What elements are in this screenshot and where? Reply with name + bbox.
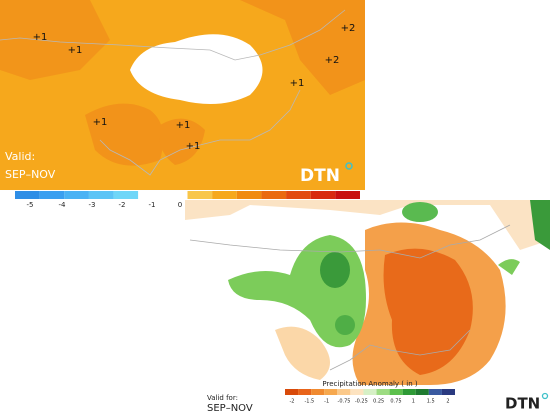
- anomaly-label: +1: [33, 32, 48, 43]
- warm-region: [240, 0, 365, 95]
- scale-label: -0.75: [338, 399, 351, 405]
- scale-title: Precipitation Anomaly ( in ): [322, 380, 417, 388]
- dry-region: [185, 200, 550, 250]
- temperature-map: Valid: SEP–NOV DTN: [0, 0, 365, 190]
- scale-label: -1: [149, 201, 156, 209]
- scale-label: -0.25: [355, 399, 368, 405]
- scale-label: -5: [27, 201, 34, 209]
- scale-swatch: [428, 389, 442, 395]
- anomaly-label: +2: [325, 55, 340, 66]
- scale-swatch: [415, 389, 429, 395]
- scale-label: 0.25: [373, 399, 384, 405]
- scale-swatch: [212, 191, 237, 199]
- scale-swatch: [337, 389, 351, 395]
- precipitation-scale: -2 -1.5 -1 -0.75 -0.25 0.25 0.75 1 1.5 2: [285, 389, 455, 405]
- precipitation-map: Valid for: SEP–NOV Precipitation Anomaly…: [185, 200, 550, 414]
- scale-swatch: [64, 191, 89, 199]
- scale-swatch: [335, 191, 360, 199]
- valid-label: Valid:: [5, 150, 35, 163]
- scale-swatch: [441, 389, 455, 395]
- anomaly-label: +1: [290, 78, 305, 89]
- warm-region: [0, 0, 110, 80]
- scale-label: 2: [446, 399, 449, 405]
- scale-label: 1: [412, 399, 415, 405]
- scale-swatch: [187, 191, 213, 199]
- scale-swatch: [236, 191, 262, 199]
- scale-swatch: [389, 389, 403, 395]
- wet-region: [335, 315, 355, 335]
- wet-region: [320, 252, 350, 288]
- scale-label: 0.75: [390, 399, 401, 405]
- warm-region: [159, 118, 205, 165]
- logo: DTN: [300, 166, 340, 186]
- scale-swatch: [88, 191, 114, 199]
- scale-swatch: [138, 191, 163, 199]
- scale-swatch: [363, 389, 377, 395]
- logo: DTN: [505, 395, 540, 413]
- scale-swatch: [376, 389, 390, 395]
- scale-label: -3: [89, 201, 96, 209]
- scale-label: -4: [59, 201, 67, 209]
- logo-dot: [345, 162, 353, 170]
- dry-region: [383, 248, 473, 375]
- scale-swatch: [286, 191, 311, 199]
- neutral-region: [130, 34, 263, 104]
- scale-swatch: [15, 191, 40, 199]
- scale-swatch: [285, 389, 299, 395]
- scale-label: -1: [324, 399, 329, 405]
- scale-swatch: [162, 191, 188, 199]
- wet-region: [402, 202, 438, 222]
- anomaly-label: +2: [341, 23, 356, 34]
- anomaly-label: +1: [93, 117, 108, 128]
- dry-region: [275, 326, 330, 380]
- wet-region: [530, 200, 550, 250]
- anomaly-label: +1: [176, 120, 191, 131]
- scale-swatch: [261, 191, 287, 199]
- scale-label: 0: [178, 201, 182, 209]
- wet-region: [498, 259, 520, 275]
- scale-swatch: [39, 191, 65, 199]
- logo-dot: [541, 392, 549, 400]
- scale-label: -2: [290, 399, 295, 405]
- temperature-labels: +1 +1 +1 +1 +1 +1 +2 +2: [33, 23, 356, 152]
- warm-region: [85, 103, 164, 166]
- valid-label: Valid for:: [207, 394, 238, 402]
- scale-swatch: [311, 389, 325, 395]
- period: SEP–NOV: [207, 403, 253, 412]
- scale-label: -2: [119, 201, 126, 209]
- scale-swatch: [402, 389, 416, 395]
- period: SEP–NOV: [5, 168, 56, 181]
- scale-swatch: [324, 389, 338, 395]
- anomaly-label: +1: [186, 141, 201, 152]
- scale-label: -1.5: [304, 399, 314, 405]
- scale-swatch: [298, 389, 312, 395]
- scale-swatch: [350, 389, 364, 395]
- anomaly-label: +1: [68, 45, 83, 56]
- border-lines: [189, 224, 511, 371]
- scale-label: 1.5: [427, 399, 435, 405]
- border-lines: [0, 9, 346, 176]
- scale-swatch: [113, 191, 139, 199]
- scale-swatch: [310, 191, 336, 199]
